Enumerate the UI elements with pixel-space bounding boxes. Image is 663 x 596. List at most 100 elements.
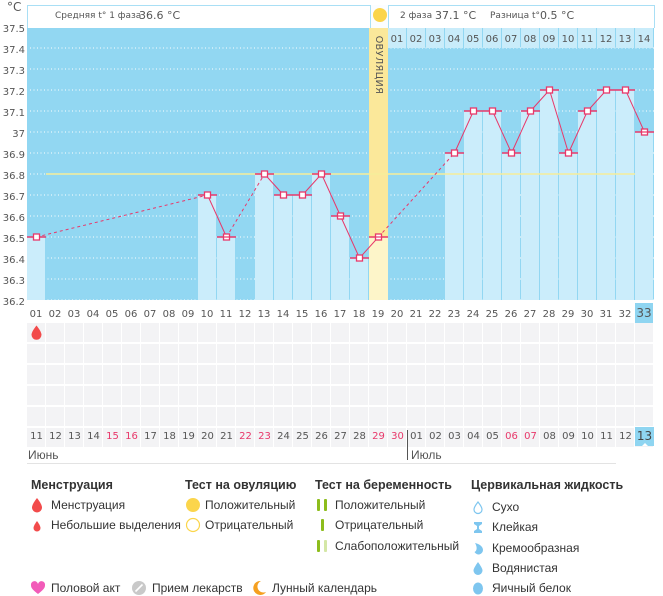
calendar-cell[interactable]: [445, 323, 463, 342]
calendar-date-label[interactable]: 11: [30, 431, 43, 442]
day-bar[interactable]: [27, 237, 45, 300]
calendar-cell[interactable]: [521, 365, 539, 384]
calendar-cell[interactable]: [255, 365, 273, 384]
temperature-point[interactable]: [621, 86, 630, 94]
calendar-cell[interactable]: [502, 365, 520, 384]
ovulation-bar[interactable]: [369, 237, 388, 300]
calendar-cell[interactable]: [369, 344, 387, 363]
day-bar[interactable]: [331, 216, 349, 300]
calendar-cell[interactable]: [65, 323, 83, 342]
calendar-cell[interactable]: [103, 323, 121, 342]
calendar-cell[interactable]: [198, 386, 216, 405]
calendar-cell[interactable]: [103, 386, 121, 405]
calendar-date-label[interactable]: 14: [87, 431, 100, 442]
calendar-date-label[interactable]: 12: [49, 431, 62, 442]
calendar-cell[interactable]: [27, 365, 45, 384]
calendar-cell[interactable]: [331, 344, 349, 363]
calendar-cell[interactable]: [141, 407, 159, 426]
calendar-date-label[interactable]: 11: [600, 431, 613, 442]
calendar-cell[interactable]: [616, 344, 634, 363]
calendar-cell[interactable]: [502, 323, 520, 342]
calendar-cell[interactable]: [559, 365, 577, 384]
calendar-cell[interactable]: [445, 365, 463, 384]
temperature-point[interactable]: [450, 149, 459, 157]
temperature-point[interactable]: [260, 170, 269, 178]
calendar-cell[interactable]: [84, 344, 102, 363]
calendar-cell[interactable]: [635, 323, 653, 342]
calendar-cell[interactable]: [483, 344, 501, 363]
calendar-cell[interactable]: [559, 386, 577, 405]
day-bar[interactable]: [635, 132, 653, 300]
calendar-cell[interactable]: [198, 323, 216, 342]
calendar-cell[interactable]: [312, 386, 330, 405]
temperature-point[interactable]: [317, 170, 326, 178]
calendar-cell[interactable]: [407, 386, 425, 405]
calendar-cell[interactable]: [635, 344, 653, 363]
calendar-date-label[interactable]: 08: [543, 431, 556, 442]
calendar-cell[interactable]: [483, 407, 501, 426]
calendar-cell[interactable]: [331, 323, 349, 342]
calendar-cell[interactable]: [217, 407, 235, 426]
calendar-cell[interactable]: [350, 344, 368, 363]
calendar-cell[interactable]: [464, 344, 482, 363]
calendar-date-label[interactable]: 05: [486, 431, 499, 442]
calendar-cell[interactable]: [141, 365, 159, 384]
temperature-point[interactable]: [526, 107, 535, 115]
calendar-cell[interactable]: [160, 365, 178, 384]
calendar-date-label[interactable]: 04: [467, 431, 480, 442]
calendar-cell[interactable]: [521, 407, 539, 426]
calendar-cell[interactable]: [483, 365, 501, 384]
calendar-cell[interactable]: [616, 386, 634, 405]
calendar-cell[interactable]: [559, 344, 577, 363]
calendar-cell[interactable]: [312, 344, 330, 363]
calendar-cell[interactable]: [179, 407, 197, 426]
day-bar[interactable]: [616, 90, 634, 300]
calendar-cell[interactable]: [578, 344, 596, 363]
temperature-point[interactable]: [298, 191, 307, 199]
calendar-cell[interactable]: [84, 407, 102, 426]
calendar-cell[interactable]: [293, 323, 311, 342]
calendar-date-label[interactable]: 30: [391, 431, 404, 442]
calendar-cell[interactable]: [369, 323, 387, 342]
calendar-cell[interactable]: [426, 407, 444, 426]
calendar-date-label[interactable]: 01: [410, 431, 423, 442]
calendar-date-label[interactable]: 03: [448, 431, 461, 442]
calendar-cell[interactable]: [255, 407, 273, 426]
calendar-cell[interactable]: [312, 407, 330, 426]
calendar-cell[interactable]: [198, 365, 216, 384]
calendar-cell[interactable]: [597, 365, 615, 384]
calendar-cell[interactable]: [103, 344, 121, 363]
calendar-date-label[interactable]: 12: [619, 431, 632, 442]
calendar-cell[interactable]: [483, 323, 501, 342]
calendar-cell[interactable]: [274, 344, 292, 363]
calendar-cell[interactable]: [635, 407, 653, 426]
calendar-date-label[interactable]: 25: [296, 431, 309, 442]
calendar-cell[interactable]: [331, 386, 349, 405]
day-bar[interactable]: [255, 174, 273, 300]
calendar-cell[interactable]: [179, 365, 197, 384]
calendar-cell[interactable]: [559, 407, 577, 426]
calendar-cell[interactable]: [635, 386, 653, 405]
calendar-date-label[interactable]: 10: [581, 431, 594, 442]
calendar-date-label[interactable]: 16: [125, 431, 138, 442]
calendar-cell[interactable]: [597, 344, 615, 363]
temperature-point[interactable]: [583, 107, 592, 115]
calendar-cell[interactable]: [179, 323, 197, 342]
calendar-cell[interactable]: [274, 386, 292, 405]
calendar-cell[interactable]: [445, 344, 463, 363]
calendar-cell[interactable]: [407, 323, 425, 342]
calendar-cell[interactable]: [445, 386, 463, 405]
calendar-cell[interactable]: [217, 323, 235, 342]
calendar-cell[interactable]: [445, 407, 463, 426]
calendar-cell[interactable]: [103, 407, 121, 426]
calendar-cell[interactable]: [122, 323, 140, 342]
day-bar[interactable]: [312, 174, 330, 300]
calendar-cell[interactable]: [274, 323, 292, 342]
temperature-point[interactable]: [203, 191, 212, 199]
calendar-date-label[interactable]: 02: [429, 431, 442, 442]
calendar-cell[interactable]: [388, 407, 406, 426]
day-bar[interactable]: [483, 111, 501, 300]
calendar-cell[interactable]: [559, 323, 577, 342]
calendar-cell[interactable]: [350, 365, 368, 384]
calendar-cell[interactable]: [160, 323, 178, 342]
